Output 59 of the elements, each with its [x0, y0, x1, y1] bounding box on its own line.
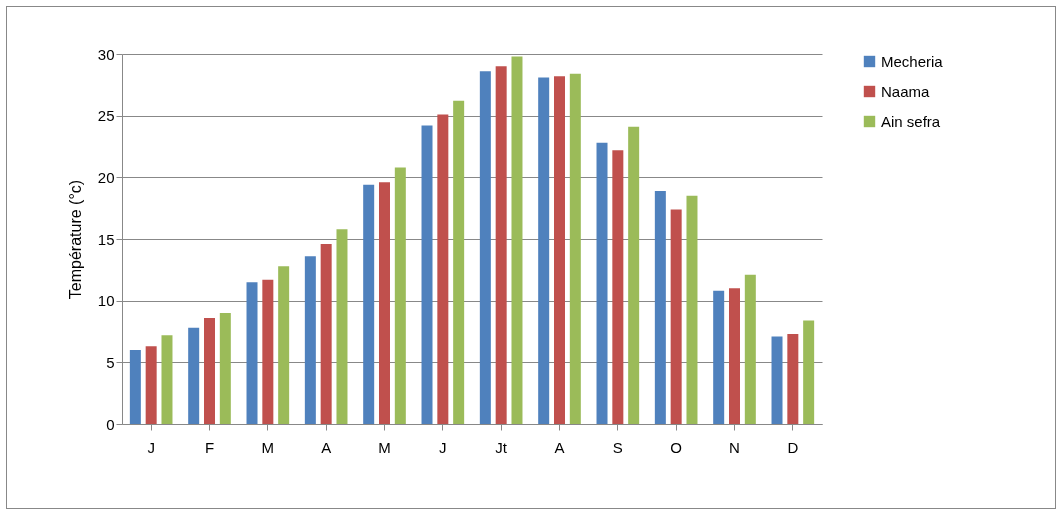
x-tick-label: S: [612, 438, 623, 456]
bar: [744, 274, 756, 424]
x-tick-label: F: [204, 438, 215, 456]
bar: [394, 167, 406, 424]
bar: [320, 243, 332, 424]
bar: [569, 73, 581, 424]
bar: [771, 336, 783, 424]
legend-label: Ain sefra: [881, 112, 941, 130]
bar: [787, 333, 799, 424]
bar: [654, 190, 666, 424]
bar: [188, 327, 200, 424]
bar: [129, 350, 141, 424]
bar: [670, 209, 682, 424]
bar: [304, 256, 316, 424]
x-tick-label: J: [147, 438, 155, 456]
bar: [161, 335, 173, 424]
bar: [379, 182, 390, 424]
bar: [246, 282, 258, 424]
bar: [219, 313, 231, 424]
bar: [713, 290, 725, 424]
bar: [596, 142, 608, 424]
bar: [145, 346, 157, 424]
bar: [262, 279, 274, 424]
x-tick-label: A: [321, 438, 332, 456]
bar: [453, 100, 465, 424]
x-tick-label: M: [261, 438, 275, 456]
x-tick-label: Jt: [495, 438, 508, 456]
legend-label: Mecheria: [881, 52, 944, 70]
bar: [204, 317, 215, 424]
bar: [479, 71, 491, 424]
legend-label: Naama: [881, 82, 931, 100]
y-tick-label: 30: [97, 45, 115, 63]
bar: [729, 288, 740, 424]
x-tick-label: O: [670, 438, 682, 456]
bar: [554, 76, 565, 424]
y-axis-title: Température (°c): [66, 179, 84, 300]
y-tick-label: 5: [106, 353, 115, 371]
bar: [803, 320, 815, 424]
bar: [437, 114, 449, 424]
bar: [686, 195, 698, 424]
bar: [421, 125, 433, 424]
x-tick-label: D: [787, 438, 799, 456]
bar: [538, 77, 550, 424]
bar: [628, 126, 640, 424]
bar: [495, 66, 507, 424]
bar: [511, 56, 523, 424]
x-tick-label: M: [378, 438, 391, 456]
bar: [278, 266, 290, 424]
y-tick-label: 10: [97, 292, 115, 310]
bar: [336, 229, 348, 424]
y-tick-label: 15: [97, 230, 115, 248]
y-tick-label: 25: [97, 107, 115, 125]
y-tick-label: 20: [97, 168, 115, 186]
x-tick-label: N: [729, 438, 740, 456]
bar: [612, 150, 624, 424]
bar: [363, 184, 375, 424]
x-tick-label: J: [439, 438, 447, 456]
y-tick-label: 0: [106, 415, 115, 433]
x-tick-label: A: [554, 438, 565, 456]
